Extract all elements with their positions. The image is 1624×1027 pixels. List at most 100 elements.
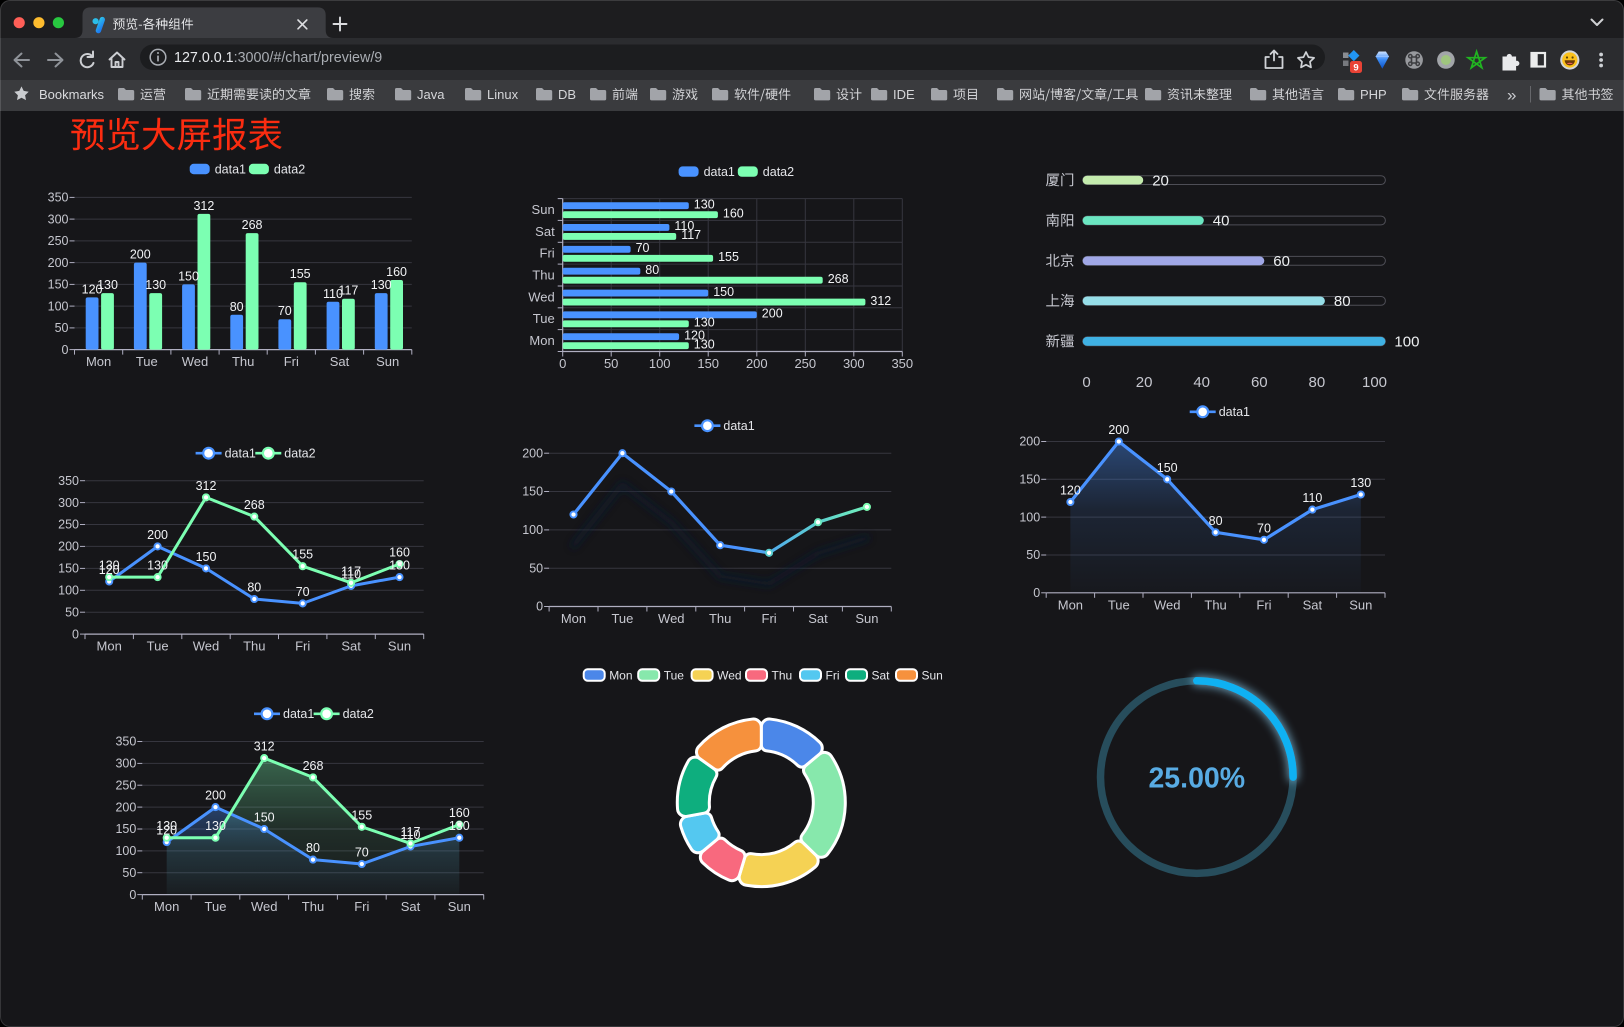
svg-text:130: 130 xyxy=(205,819,226,833)
svg-text:160: 160 xyxy=(386,265,407,279)
svg-text:120: 120 xyxy=(99,563,120,577)
svg-text:312: 312 xyxy=(870,294,891,308)
svg-text:80: 80 xyxy=(230,300,244,314)
svg-text:250: 250 xyxy=(58,518,79,532)
svg-text:117: 117 xyxy=(401,825,421,839)
svg-text:200: 200 xyxy=(147,528,168,542)
svg-text:Java: Java xyxy=(417,87,445,102)
svg-text:Sun: Sun xyxy=(922,668,943,682)
svg-text:130: 130 xyxy=(156,819,177,833)
svg-text:150: 150 xyxy=(522,485,543,499)
svg-text:50: 50 xyxy=(55,321,69,335)
svg-text:Mon: Mon xyxy=(97,639,122,654)
svg-text:200: 200 xyxy=(522,446,543,460)
svg-text:Fri: Fri xyxy=(295,639,310,654)
svg-text:IDE: IDE xyxy=(893,87,915,102)
svg-text:350: 350 xyxy=(58,474,79,488)
svg-text:155: 155 xyxy=(351,808,372,822)
svg-text:Mon: Mon xyxy=(561,611,586,626)
svg-text:300: 300 xyxy=(58,496,79,510)
svg-text:Thu: Thu xyxy=(232,354,254,369)
svg-text:Thu: Thu xyxy=(243,639,265,654)
svg-text:110: 110 xyxy=(1302,491,1322,505)
svg-text:Wed: Wed xyxy=(182,354,209,369)
svg-text:100: 100 xyxy=(58,584,79,598)
svg-text:100: 100 xyxy=(48,299,69,313)
svg-text:Tue: Tue xyxy=(136,354,158,369)
svg-text:70: 70 xyxy=(1257,521,1271,535)
svg-text:127.0.0.1:3000/#/chart/preview: 127.0.0.1:3000/#/chart/preview/9 xyxy=(174,50,382,66)
svg-text:data1: data1 xyxy=(215,162,246,176)
svg-text:268: 268 xyxy=(244,498,265,512)
svg-text:130: 130 xyxy=(449,819,470,833)
svg-text:DB: DB xyxy=(558,87,576,102)
svg-text:Fri: Fri xyxy=(284,354,299,369)
svg-text:130: 130 xyxy=(694,197,715,211)
svg-text:data1: data1 xyxy=(283,707,314,721)
svg-text:350: 350 xyxy=(115,735,136,749)
svg-text:200: 200 xyxy=(58,540,79,554)
svg-text:150: 150 xyxy=(48,278,69,292)
svg-text:312: 312 xyxy=(193,199,214,213)
svg-text:130: 130 xyxy=(694,337,715,351)
svg-text:120: 120 xyxy=(1060,484,1081,498)
svg-text:Wed: Wed xyxy=(251,899,278,914)
svg-text:250: 250 xyxy=(794,356,816,371)
svg-text:110: 110 xyxy=(674,219,694,233)
svg-text:50: 50 xyxy=(65,605,79,619)
svg-text:130: 130 xyxy=(389,559,410,573)
svg-text:Thu: Thu xyxy=(1204,597,1226,612)
svg-text:200: 200 xyxy=(762,307,783,321)
svg-text:117: 117 xyxy=(341,564,361,578)
svg-text:Tue: Tue xyxy=(205,899,227,914)
svg-text:0: 0 xyxy=(62,343,69,357)
svg-text:50: 50 xyxy=(604,356,618,371)
svg-text:200: 200 xyxy=(48,256,69,270)
svg-text:300: 300 xyxy=(115,757,136,771)
svg-text:110: 110 xyxy=(323,287,343,301)
svg-text:Fri: Fri xyxy=(354,899,369,914)
svg-text:Wed: Wed xyxy=(193,639,220,654)
svg-text:250: 250 xyxy=(48,234,69,248)
svg-text:80: 80 xyxy=(645,263,659,277)
svg-text:150: 150 xyxy=(1157,461,1178,475)
svg-text:120: 120 xyxy=(82,282,103,296)
svg-text:100: 100 xyxy=(115,844,136,858)
svg-text:130: 130 xyxy=(1350,476,1371,490)
svg-text:250: 250 xyxy=(115,778,136,792)
svg-text:150: 150 xyxy=(713,285,734,299)
svg-text:130: 130 xyxy=(145,278,166,292)
svg-text:70: 70 xyxy=(636,241,650,255)
svg-text:150: 150 xyxy=(196,550,217,564)
svg-text:Thu: Thu xyxy=(772,668,793,682)
svg-text:Tue: Tue xyxy=(664,668,685,682)
svg-text:268: 268 xyxy=(242,218,263,232)
svg-text:Sun: Sun xyxy=(376,354,399,369)
svg-text:312: 312 xyxy=(196,479,217,493)
svg-text:data2: data2 xyxy=(274,162,305,176)
svg-text:130: 130 xyxy=(97,278,118,292)
svg-text:data2: data2 xyxy=(284,447,315,461)
svg-text:70: 70 xyxy=(296,585,310,599)
svg-text:50: 50 xyxy=(122,866,136,880)
svg-text:350: 350 xyxy=(891,356,913,371)
svg-text:100: 100 xyxy=(1362,374,1387,391)
svg-text:0: 0 xyxy=(1082,374,1090,391)
svg-text:200: 200 xyxy=(746,356,768,371)
svg-text:0: 0 xyxy=(72,627,79,641)
svg-text:268: 268 xyxy=(828,272,849,286)
svg-text:80: 80 xyxy=(1309,374,1326,391)
svg-text:Fri: Fri xyxy=(540,246,555,261)
svg-text:0: 0 xyxy=(559,356,566,371)
svg-text:80: 80 xyxy=(247,581,261,595)
svg-text:117: 117 xyxy=(681,228,701,242)
svg-text:Sat: Sat xyxy=(341,639,361,654)
svg-text:120: 120 xyxy=(684,328,705,342)
svg-text:0: 0 xyxy=(1033,586,1040,600)
svg-text:100: 100 xyxy=(1019,510,1040,524)
svg-text:0: 0 xyxy=(129,888,136,902)
svg-text:268: 268 xyxy=(303,759,324,773)
svg-text:data1: data1 xyxy=(225,447,256,461)
svg-text:40: 40 xyxy=(1193,374,1210,391)
svg-text:100: 100 xyxy=(1394,334,1419,351)
